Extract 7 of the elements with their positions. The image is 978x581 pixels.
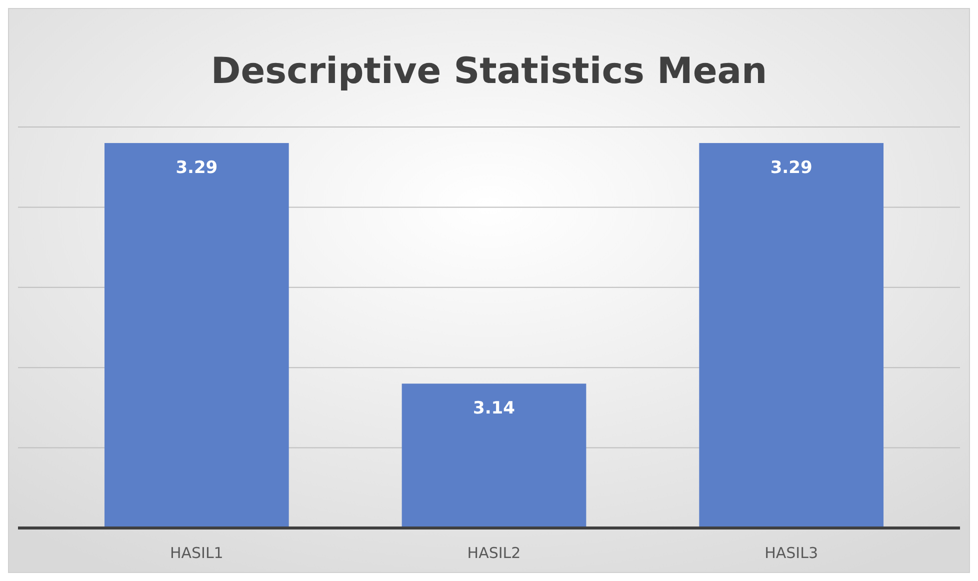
data-label: 3.14 <box>473 398 516 419</box>
x-tick-label: HASIL3 <box>764 544 818 562</box>
chart-title: Descriptive Statistics Mean <box>210 51 768 92</box>
data-label: 3.29 <box>770 158 812 178</box>
x-tick-label: HASIL1 <box>170 544 224 562</box>
data-label: 3.29 <box>176 158 218 178</box>
x-tick-label: HASIL2 <box>467 544 521 562</box>
